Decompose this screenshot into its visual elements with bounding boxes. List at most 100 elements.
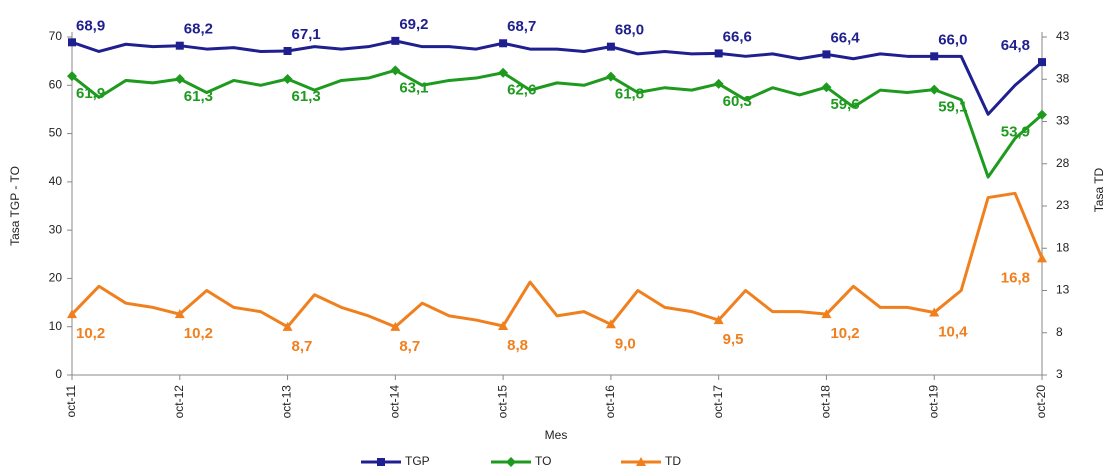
point-marker [283, 47, 292, 56]
y2-tick-label: 13 [1056, 283, 1070, 297]
y-tick-label: 50 [49, 126, 63, 140]
y-tick-label: 30 [49, 222, 63, 236]
point-marker [636, 457, 646, 466]
point-marker [282, 74, 293, 85]
point-marker [822, 50, 831, 59]
point-marker [713, 315, 724, 325]
data-label: 61,8 [615, 86, 644, 103]
data-label: 9,5 [723, 331, 744, 348]
point-marker [174, 309, 185, 319]
data-label: 61,3 [292, 88, 321, 105]
point-marker [605, 71, 616, 82]
x-tick-label: oct-19 [926, 385, 940, 419]
series-line [70, 191, 1044, 329]
y2-tick-label: 28 [1056, 156, 1070, 170]
y2-axis-title: Tasa TD [1092, 167, 1106, 212]
data-label: 10,2 [76, 325, 105, 342]
data-label: 69,2 [399, 16, 428, 33]
x-tick-label: oct-16 [603, 385, 617, 419]
data-label: 10,2 [184, 325, 213, 342]
series-line [71, 39, 1043, 116]
y-axis-title: Tasa TGP - TO [8, 166, 22, 246]
data-label: 66,0 [938, 31, 967, 48]
x-tick-label: oct-12 [172, 385, 186, 419]
point-marker [282, 321, 293, 331]
data-label: 62,6 [507, 82, 536, 99]
data-label: 68,7 [507, 18, 536, 35]
point-marker [821, 309, 832, 319]
point-marker [1038, 58, 1046, 67]
legend-label: TD [665, 454, 681, 468]
legend-label: TO [535, 454, 551, 468]
x-tick-label: oct-13 [280, 385, 294, 419]
y2-tick-label: 8 [1056, 325, 1063, 339]
data-label: 68,0 [615, 22, 644, 39]
point-marker [714, 49, 723, 58]
data-label: 59,6 [830, 96, 859, 113]
point-marker [68, 38, 76, 47]
y2-tick-label: 3 [1056, 367, 1063, 381]
data-label: 64,8 [1001, 37, 1030, 54]
point-marker [499, 39, 508, 48]
point-marker [174, 74, 185, 85]
point-marker [929, 84, 940, 95]
y-tick-label: 0 [55, 367, 62, 381]
x-tick-label: oct-18 [819, 385, 833, 419]
data-label: 10,4 [938, 323, 968, 340]
y2-tick-label: 18 [1056, 240, 1070, 254]
x-tick-label: oct-11 [64, 385, 78, 418]
data-label: 59,1 [938, 99, 967, 116]
data-label: 10,2 [830, 325, 859, 342]
y-tick-label: 70 [49, 29, 63, 43]
data-label: 68,2 [184, 21, 213, 38]
data-label: 66,6 [723, 28, 752, 45]
data-label: 8,7 [399, 338, 420, 355]
data-label: 63,1 [399, 79, 428, 96]
y2-tick-label: 33 [1056, 114, 1070, 128]
y2-tick-label: 43 [1056, 29, 1070, 43]
data-label: 68,9 [76, 17, 105, 34]
point-marker [821, 82, 832, 93]
data-label: 53,9 [1001, 124, 1030, 141]
point-marker [713, 78, 724, 89]
point-marker [390, 321, 401, 331]
x-tick-label: oct-15 [495, 385, 509, 419]
x-tick-label: oct-17 [711, 385, 725, 419]
point-marker [498, 67, 509, 78]
data-label: 9,0 [615, 335, 636, 352]
x-axis-title: Mes [545, 428, 568, 442]
point-marker [606, 42, 615, 51]
y-tick-label: 10 [49, 319, 63, 333]
y-tick-label: 40 [49, 174, 63, 188]
y2-tick-label: 38 [1056, 71, 1070, 85]
x-tick-label: oct-14 [388, 385, 402, 419]
data-label: 61,3 [184, 88, 213, 105]
point-marker [498, 320, 509, 330]
point-marker [390, 65, 401, 76]
data-label: 61,9 [76, 85, 105, 102]
point-marker [605, 319, 616, 329]
x-tick-label: oct-20 [1034, 385, 1048, 419]
point-marker [1037, 109, 1047, 120]
point-marker [377, 458, 385, 466]
y-tick-label: 60 [49, 77, 63, 91]
point-marker [929, 307, 940, 317]
point-marker [391, 36, 400, 45]
point-marker [67, 71, 77, 82]
point-marker [1037, 253, 1047, 263]
point-marker [506, 457, 516, 467]
legend-label: TGP [405, 454, 430, 468]
data-label: 67,1 [292, 26, 321, 43]
data-label: 8,7 [292, 338, 313, 355]
data-label: 8,8 [507, 337, 528, 354]
data-label: 66,4 [830, 29, 860, 46]
point-marker [67, 309, 77, 319]
data-label: 16,8 [1001, 269, 1030, 286]
data-label: 60,3 [723, 93, 752, 110]
point-marker [930, 52, 939, 61]
y2-tick-label: 23 [1056, 198, 1070, 212]
y-tick-label: 20 [49, 271, 63, 285]
point-marker [175, 41, 184, 50]
